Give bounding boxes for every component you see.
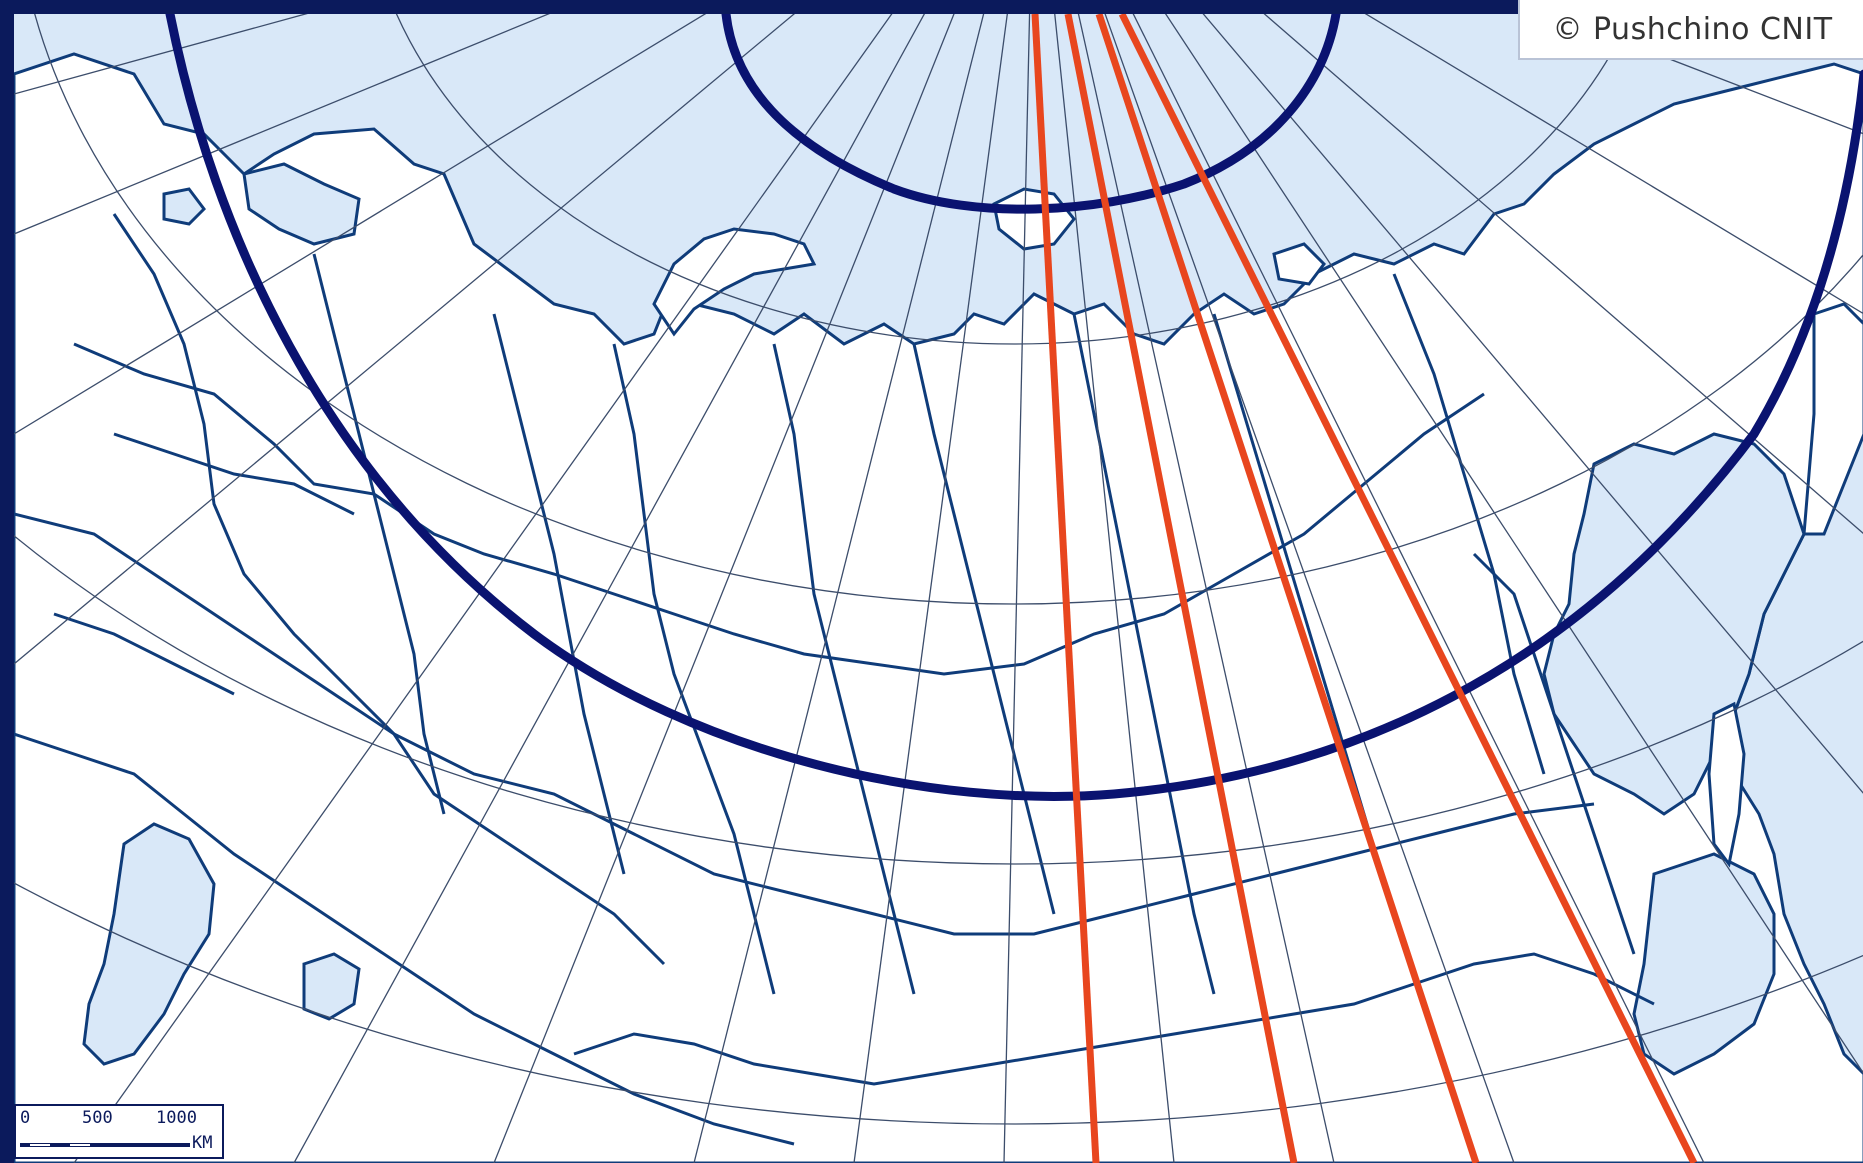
sakhalin xyxy=(1707,701,1746,868)
inner-arc xyxy=(721,14,1341,214)
regional-borders xyxy=(14,213,1655,1146)
caspian-sea xyxy=(82,822,216,1066)
copyright-label: © Pushchino CNIT xyxy=(1518,0,1863,60)
white-sea xyxy=(242,162,361,246)
scale-bar: 0 500 1000 KM xyxy=(14,1104,224,1159)
scale-tick-0: 0 xyxy=(20,1108,31,1128)
red-line-2 xyxy=(1064,14,1298,1163)
red-line-3 xyxy=(1095,14,1480,1163)
scale-tick-500: 500 xyxy=(82,1108,113,1128)
new-siberian-islands xyxy=(1272,242,1326,286)
zone-arcs xyxy=(165,14,1863,801)
outer-arc xyxy=(165,14,1863,801)
lake-ladoga xyxy=(162,187,206,226)
scale-unit: KM xyxy=(192,1133,213,1153)
scale-line xyxy=(20,1143,190,1147)
red-lines xyxy=(1031,14,1698,1163)
graticule-meridians xyxy=(14,14,1863,1163)
scale-tick-1000: 1000 xyxy=(156,1108,197,1128)
novaya-zemlya xyxy=(652,227,817,337)
kamchatka xyxy=(1802,302,1863,536)
red-line-4 xyxy=(1118,14,1698,1163)
map-canvas[interactable] xyxy=(14,14,1863,1163)
red-line-1 xyxy=(1031,14,1100,1163)
graticule-parallels xyxy=(14,14,1863,1125)
sea-of-japan xyxy=(1632,852,1776,1076)
